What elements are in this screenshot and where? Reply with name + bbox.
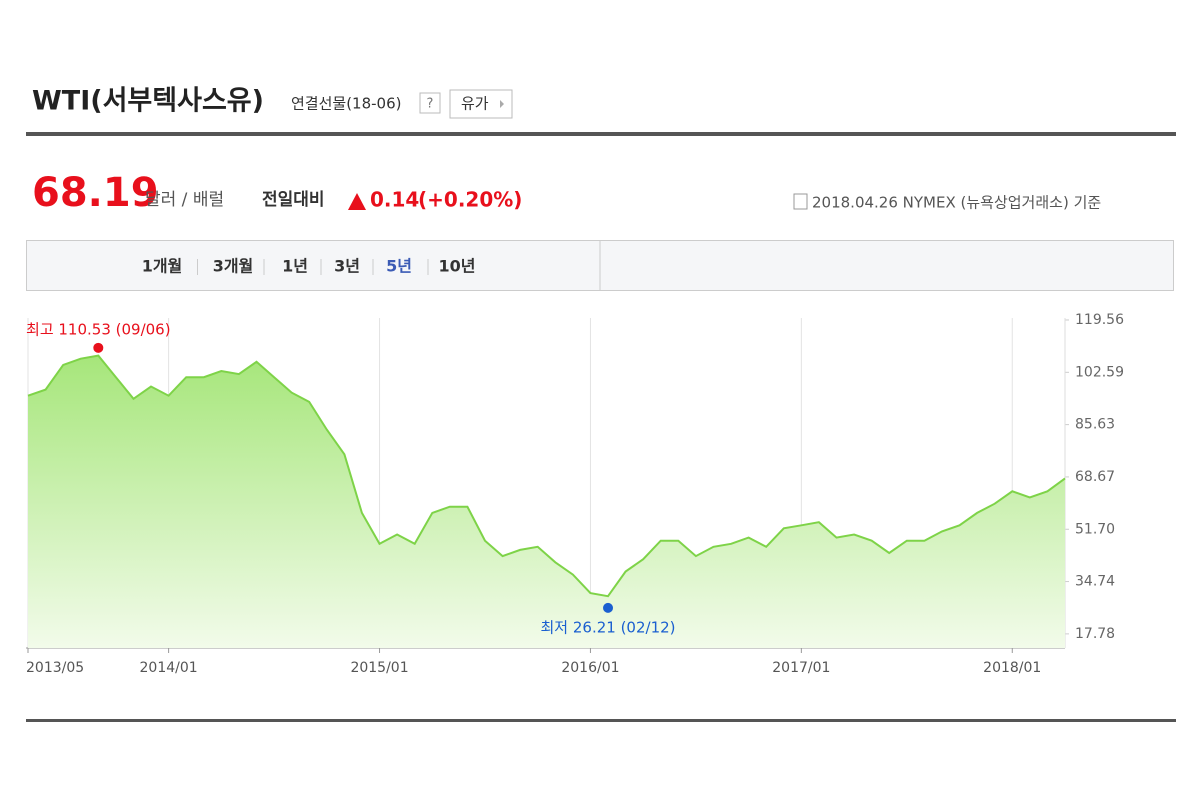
y-tick-label: 119.56 — [1075, 312, 1124, 328]
y-tick-label: 68.67 — [1075, 469, 1115, 485]
tab[interactable]: 5년 — [386, 257, 412, 276]
tab[interactable]: 10년 — [439, 257, 476, 276]
y-tick-label: 102.59 — [1075, 364, 1124, 380]
tab[interactable]: 1개월 — [142, 257, 183, 276]
top-rule — [26, 132, 1176, 136]
area — [28, 355, 1065, 648]
title: WTI(서부텍사스유) — [32, 86, 264, 117]
price: 68.19 — [32, 170, 159, 216]
x-tick-label: 2015/01 — [350, 660, 408, 676]
help-button[interactable] — [419, 92, 441, 114]
y-tick-label: 51.70 — [1075, 521, 1115, 537]
help-label: ? — [427, 97, 434, 112]
tab[interactable]: 3년 — [334, 257, 360, 276]
bottom-rule — [26, 719, 1176, 722]
high-label: 최고 110.53 (09/06) — [26, 320, 171, 338]
category-label: 유가 — [461, 95, 489, 113]
subtitle: 연결선물(18-06) — [291, 95, 402, 113]
low-marker — [603, 602, 614, 613]
line — [27, 354, 1066, 598]
change-label: 전일대비 — [262, 190, 325, 210]
y-tick-label: 85.63 — [1075, 417, 1115, 433]
y-tick-label: 34.74 — [1075, 574, 1115, 590]
source: 2018.04.26 NYMEX (뉴욕상업거래소) 기준 — [812, 194, 1101, 212]
tab[interactable]: 1년 — [282, 257, 308, 276]
x-tick-label: 2016/01 — [561, 660, 619, 676]
x-tick-label: 2014/01 — [140, 660, 198, 676]
arrow-icon — [500, 100, 504, 108]
doc-icon — [793, 193, 808, 210]
price-unit: 달러 / 배럴 — [145, 190, 224, 210]
up-icon — [348, 193, 366, 210]
x-tick-label: 2013/05 — [26, 660, 84, 676]
x-tick-label: 2018/01 — [983, 660, 1041, 676]
low-label: 최저 26.21 (02/12) — [541, 618, 676, 636]
tab[interactable]: 3개월 — [213, 257, 254, 276]
change: 0.14 — [370, 188, 419, 212]
change-pct: (+0.20%) — [418, 188, 522, 212]
high-marker — [93, 342, 104, 353]
x-tick-label: 2017/01 — [772, 660, 830, 676]
y-tick-label: 17.78 — [1075, 626, 1115, 642]
